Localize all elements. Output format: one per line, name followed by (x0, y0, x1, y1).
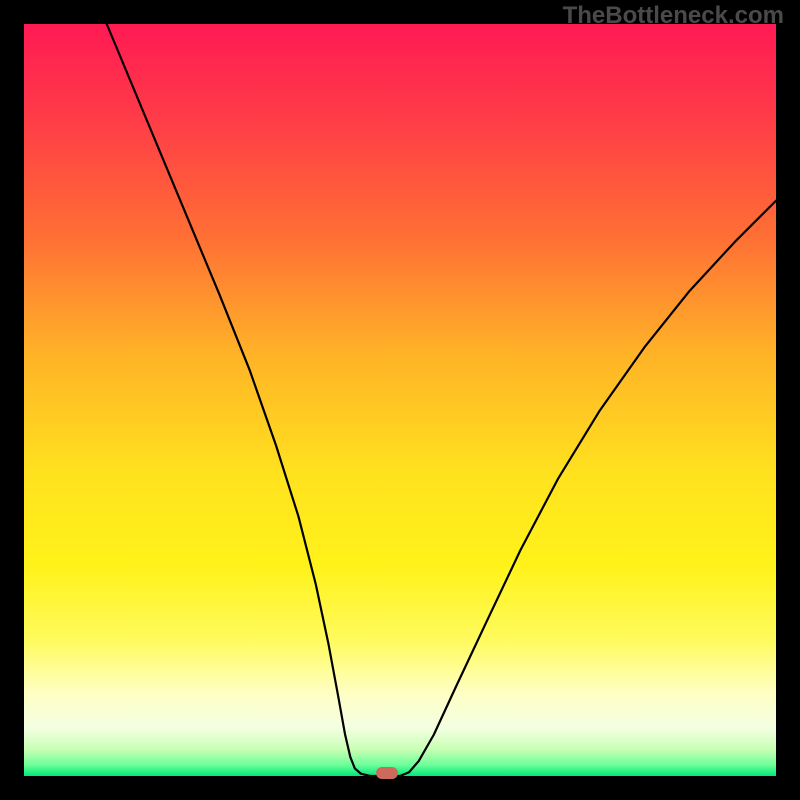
outer-frame: TheBottleneck.com (0, 0, 800, 800)
optimal-marker (376, 767, 398, 779)
bottleneck-curve (0, 0, 800, 800)
watermark-text: TheBottleneck.com (563, 2, 784, 30)
